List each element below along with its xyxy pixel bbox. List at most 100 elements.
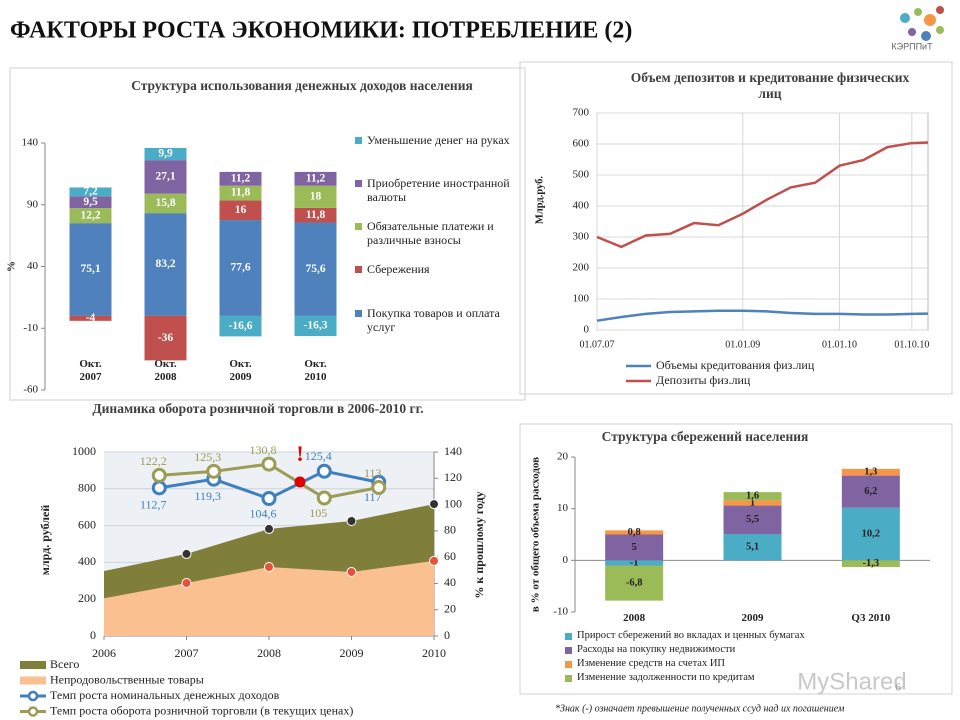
- value-label: 6,2: [864, 486, 877, 497]
- legend-swatch: [355, 266, 362, 273]
- legend-label: Уменьшение денег на руках: [367, 133, 510, 147]
- x-tick-label: 01.01.09: [725, 339, 760, 350]
- chart-frame: [9, 67, 526, 401]
- x-tick-label: 01.01.10: [822, 339, 857, 350]
- y-tick-label: 140: [22, 137, 39, 149]
- value-label: -6,8: [626, 577, 643, 588]
- bar-segment: [144, 193, 187, 214]
- value-label: 119,3: [194, 489, 221, 503]
- value-label: 11,2: [306, 172, 326, 184]
- bar-segment: [144, 315, 187, 361]
- legend-swatch: [355, 180, 362, 187]
- logo-text: КЭРППиТ: [891, 41, 933, 51]
- value-label: -4: [86, 312, 96, 324]
- bar-segment: [144, 160, 187, 194]
- y-tick-label: -60: [23, 384, 38, 396]
- x-tick-label: 2009: [741, 612, 764, 624]
- x-tick-label: 2008: [623, 612, 646, 624]
- legend-swatch: [565, 675, 572, 682]
- bar-segment: [144, 147, 187, 161]
- y2-tick-label: 60: [444, 549, 456, 563]
- value-label: 9,9: [158, 148, 173, 160]
- bar-segment: [723, 533, 782, 561]
- line-series: [596, 309, 929, 322]
- bar-segment: [723, 500, 782, 506]
- legend-label: Приобретение иностранной валюты: [367, 176, 510, 204]
- y-tick-label: 0: [90, 628, 96, 642]
- value-label: 5,5: [746, 514, 759, 525]
- x-tick-label: Окт. 2007: [79, 358, 102, 383]
- y2-tick-label: 80: [444, 523, 456, 537]
- legend-swatch: [27, 690, 39, 702]
- y-axis-label: Млрд.руб.: [534, 176, 545, 225]
- y2-tick-label: 40: [444, 575, 456, 589]
- value-label: 16: [235, 204, 247, 216]
- line-marker: [261, 491, 277, 507]
- value-label: 1,3: [864, 467, 877, 478]
- bar-segment: [294, 185, 337, 208]
- legend-label: Всего: [50, 657, 79, 671]
- x-tick-label: 2007: [175, 646, 199, 660]
- chart-title: Динамика оборота розничной торговли в 20…: [92, 401, 424, 416]
- x-tick-label: Окт. 2009: [229, 358, 252, 383]
- y2-tick-label: 100: [444, 496, 462, 510]
- value-label: 105: [309, 506, 327, 520]
- bar-segment: [69, 196, 112, 209]
- y-tick-label: 0: [584, 324, 590, 336]
- value-label: 1: [750, 497, 755, 508]
- bar-segment: [69, 315, 112, 321]
- chart-frame: [519, 423, 953, 695]
- y-tick-label: 200: [573, 262, 590, 274]
- value-label: 5: [632, 542, 637, 553]
- value-label: 9,5: [83, 196, 98, 208]
- y-tick-label: 500: [573, 169, 590, 181]
- line-marker: [316, 490, 332, 506]
- area-marker: [181, 548, 192, 559]
- y-tick-label: 600: [78, 517, 96, 531]
- value-label: 77,6: [230, 262, 250, 274]
- y2-tick-label: 20: [444, 601, 456, 615]
- area-marker: [346, 516, 357, 526]
- y-tick-label: 100: [573, 293, 590, 305]
- y-tick-label: 0: [563, 554, 569, 566]
- value-label: -16,3: [304, 320, 328, 332]
- annotation: !: [296, 441, 303, 466]
- y-tick-label: 700: [573, 107, 590, 119]
- logo: [900, 6, 944, 41]
- line-marker: [206, 463, 222, 479]
- value-label: 11,2: [231, 172, 251, 184]
- y-axis-label: в % от общего объема расходов: [530, 457, 542, 612]
- value-label: 27,1: [155, 171, 175, 183]
- area-marker: [429, 555, 439, 566]
- legend-swatch: [27, 706, 39, 717]
- value-label: 7,2: [83, 186, 98, 198]
- bar-segment: [219, 200, 262, 221]
- value-label: 83,2: [155, 258, 175, 270]
- y-tick-label: 400: [573, 200, 590, 212]
- chart-title: Структура использования денежных доходов…: [131, 78, 473, 93]
- legend-label: Темп роста оборота розничной торговли (в…: [50, 703, 353, 717]
- legend-label: Депозиты физ.лиц: [656, 373, 751, 387]
- bar-segment: [294, 171, 337, 186]
- area-marker: [264, 523, 274, 534]
- legend-label: Непродовольственные товары: [50, 672, 204, 686]
- y-axis-label: млрд. рублей: [38, 505, 52, 576]
- area-marker: [181, 578, 192, 589]
- value-label: 15,8: [155, 197, 175, 209]
- bar-segment: [605, 560, 664, 566]
- area-marker: [264, 562, 274, 572]
- legend-swatch: [565, 647, 572, 654]
- legend-label: Расходы на покупку недвижимости: [577, 644, 736, 655]
- y-tick-label: 10: [557, 502, 569, 514]
- bar-segment: [144, 213, 187, 316]
- bar-segment: [219, 185, 262, 201]
- value-label: 1,6: [746, 491, 759, 502]
- area-series: [104, 560, 434, 636]
- value-label: 125,4: [305, 449, 332, 463]
- x-tick-label: 2006: [92, 646, 116, 660]
- chart-title: Структура сбережений населения: [601, 429, 809, 444]
- page-number: 6: [895, 682, 901, 694]
- value-label: -36: [158, 332, 174, 344]
- footnote: *Знак (-) означает превышение полученных…: [555, 703, 845, 714]
